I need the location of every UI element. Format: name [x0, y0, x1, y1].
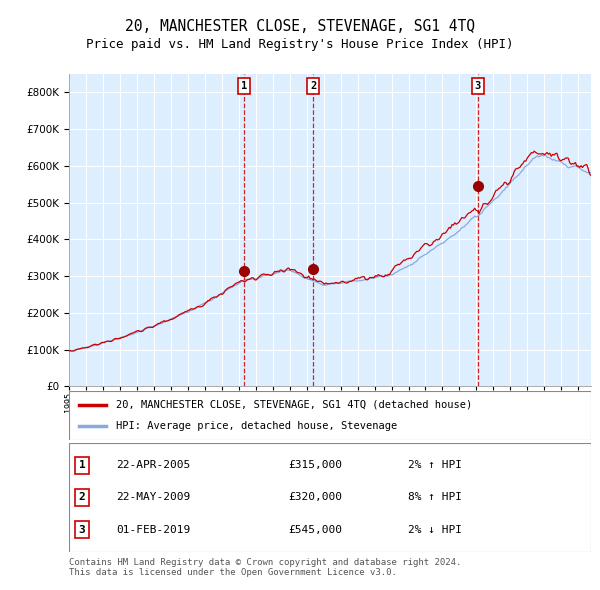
HPI: Average price, detached house, Stevenage: (2.03e+03, 5.82e+05): Average price, detached house, Stevenage… — [587, 169, 595, 176]
Text: 01-FEB-2019: 01-FEB-2019 — [116, 525, 190, 535]
Text: Price paid vs. HM Land Registry's House Price Index (HPI): Price paid vs. HM Land Registry's House … — [86, 38, 514, 51]
Text: 8% ↑ HPI: 8% ↑ HPI — [409, 492, 463, 502]
Text: 2: 2 — [310, 81, 316, 91]
Text: 3: 3 — [79, 525, 85, 535]
HPI: Average price, detached house, Stevenage: (2.02e+03, 6.29e+05): Average price, detached house, Stevenage… — [542, 152, 549, 159]
Text: 22-MAY-2009: 22-MAY-2009 — [116, 492, 190, 502]
Text: 2% ↑ HPI: 2% ↑ HPI — [409, 460, 463, 470]
20, MANCHESTER CLOSE, STEVENAGE, SG1 4TQ (detached house) — [241, 278, 248, 286]
HPI: Average price, detached house, Stevenage: (2e+03, 9.62e+04): Average price, detached house, Stevenage… — [65, 348, 73, 355]
Text: 2% ↓ HPI: 2% ↓ HPI — [409, 525, 463, 535]
Text: 2: 2 — [79, 492, 85, 502]
20, MANCHESTER CLOSE, STEVENAGE, SG1 4TQ (detached house) — [334, 279, 341, 286]
HPI: Average price, detached house, Stevenage: (2e+03, 1.11e+05): Average price, detached house, Stevenage… — [89, 342, 97, 349]
HPI: Average price, detached house, Stevenage: (2.02e+03, 5.68e+05): Average price, detached house, Stevenage… — [512, 174, 520, 181]
20, MANCHESTER CLOSE, STEVENAGE, SG1 4TQ (detached house) — [587, 172, 595, 179]
HPI: Average price, detached house, Stevenage: (2.01e+03, 3.09e+05): Average price, detached house, Stevenage… — [292, 270, 299, 277]
Text: 1: 1 — [79, 460, 85, 470]
Text: £320,000: £320,000 — [288, 492, 342, 502]
Text: 20, MANCHESTER CLOSE, STEVENAGE, SG1 4TQ: 20, MANCHESTER CLOSE, STEVENAGE, SG1 4TQ — [125, 19, 475, 34]
Text: 3: 3 — [475, 81, 481, 91]
Text: £545,000: £545,000 — [288, 525, 342, 535]
20, MANCHESTER CLOSE, STEVENAGE, SG1 4TQ (detached house) — [65, 348, 73, 355]
20, MANCHESTER CLOSE, STEVENAGE, SG1 4TQ (detached house) — [514, 165, 521, 172]
Text: 20, MANCHESTER CLOSE, STEVENAGE, SG1 4TQ (detached house): 20, MANCHESTER CLOSE, STEVENAGE, SG1 4TQ… — [116, 399, 472, 409]
20, MANCHESTER CLOSE, STEVENAGE, SG1 4TQ (detached house) — [91, 341, 98, 348]
HPI: Average price, detached house, Stevenage: (2e+03, 1.02e+05): Average price, detached house, Stevenage… — [77, 345, 84, 352]
Text: 22-APR-2005: 22-APR-2005 — [116, 460, 190, 470]
Text: Contains HM Land Registry data © Crown copyright and database right 2024.
This d: Contains HM Land Registry data © Crown c… — [69, 558, 461, 577]
Text: £315,000: £315,000 — [288, 460, 342, 470]
20, MANCHESTER CLOSE, STEVENAGE, SG1 4TQ (detached house) — [68, 348, 76, 355]
20, MANCHESTER CLOSE, STEVENAGE, SG1 4TQ (detached house) — [78, 345, 85, 352]
Text: 1: 1 — [241, 81, 247, 91]
20, MANCHESTER CLOSE, STEVENAGE, SG1 4TQ (detached house) — [294, 269, 301, 276]
20, MANCHESTER CLOSE, STEVENAGE, SG1 4TQ (detached house) — [530, 148, 538, 155]
HPI: Average price, detached house, Stevenage: (2.01e+03, 2.8e+05): Average price, detached house, Stevenage… — [332, 280, 339, 287]
Text: HPI: Average price, detached house, Stevenage: HPI: Average price, detached house, Stev… — [116, 421, 397, 431]
Line: HPI: Average price, detached house, Stevenage: HPI: Average price, detached house, Stev… — [69, 155, 591, 351]
HPI: Average price, detached house, Stevenage: (2.01e+03, 2.88e+05): Average price, detached house, Stevenage… — [240, 277, 247, 284]
Line: 20, MANCHESTER CLOSE, STEVENAGE, SG1 4TQ (detached house): 20, MANCHESTER CLOSE, STEVENAGE, SG1 4TQ… — [69, 151, 591, 351]
